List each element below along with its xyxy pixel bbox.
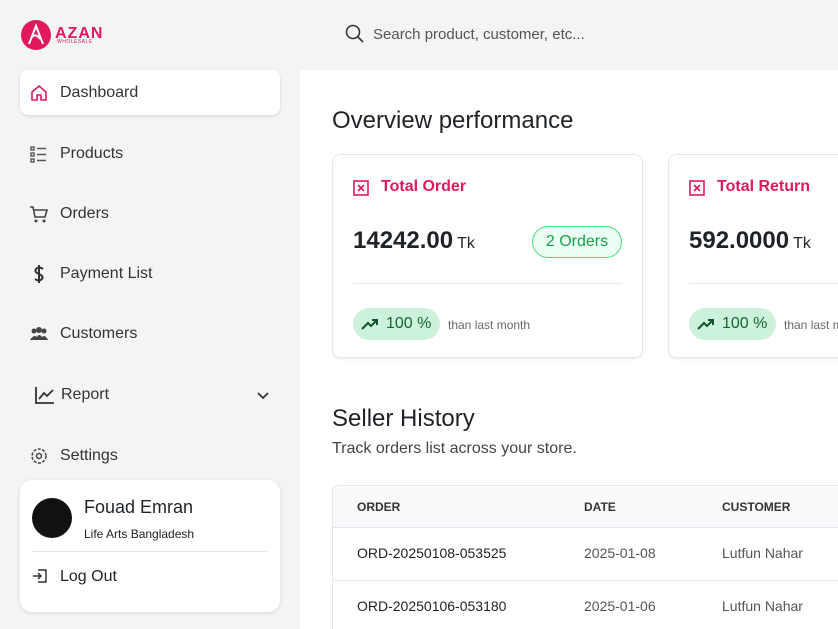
column-header: ORDER	[357, 500, 401, 514]
logo-name: AZAN	[55, 25, 104, 42]
trend-icon	[361, 319, 378, 330]
nav-label: Dashboard	[60, 83, 139, 101]
card-icon	[689, 180, 705, 201]
nav-item[interactable]: Customers	[20, 311, 280, 356]
nav-item[interactable]: Settings	[20, 433, 280, 478]
nav-item[interactable]: Orders	[20, 191, 280, 236]
search-icon	[345, 24, 364, 43]
change-note: than last month	[784, 318, 838, 332]
change-value: 100 %	[386, 315, 432, 332]
column-header: DATE	[584, 500, 616, 514]
divider	[689, 283, 838, 284]
change-value: 100 %	[722, 315, 768, 332]
icon	[31, 84, 47, 101]
logout[interactable]: Log Out	[32, 566, 232, 588]
icon	[31, 447, 47, 464]
logo-icon	[21, 20, 51, 50]
icon	[30, 145, 46, 163]
icon	[689, 180, 705, 196]
nav-item[interactable]: Products	[20, 131, 280, 176]
divider	[32, 551, 268, 552]
nav-item[interactable]: Payment List	[20, 251, 280, 296]
table-cell: Lutfun Nahar	[722, 545, 803, 561]
amount-unit: Tk	[793, 235, 811, 252]
icon	[35, 386, 54, 404]
icon	[34, 264, 44, 283]
header: Search product, customer, etc...	[300, 0, 838, 70]
table: ORDER DATE CUSTOMER ORD-20250108-053525 2025…	[332, 485, 838, 629]
nav-label: Customers	[60, 324, 138, 342]
table-row[interactable]	[333, 528, 838, 581]
table-cell: 2025-01-08	[584, 545, 656, 561]
amount: 14242.00 Tk	[353, 227, 475, 255]
amount-value: 592.0000	[689, 227, 790, 254]
amount: 592.0000 Tk	[689, 227, 811, 255]
section-title: Seller History	[332, 405, 475, 432]
nav-label: Settings	[60, 446, 118, 464]
nav-label: Orders	[60, 204, 109, 222]
icon	[353, 180, 369, 196]
user-card: Fouad Emran Life Arts Bangladesh Log Out	[20, 480, 280, 612]
amount-unit: Tk	[457, 235, 475, 252]
stat-card: Total Order 14242.00 Tk 2 Orders 100 % than l…	[332, 154, 643, 358]
section-subtitle: Track orders list across your store.	[332, 440, 577, 457]
sidebar: AZAN WHOLESALE Dashboard Products Orders…	[0, 0, 300, 629]
icon	[30, 205, 49, 222]
section-title: Overview performance	[332, 107, 574, 134]
nav-item[interactable]: Report	[20, 372, 280, 417]
card-title: Total Order	[381, 178, 467, 195]
divider	[353, 283, 622, 284]
change-pill: 100 %	[353, 308, 440, 340]
logo-tagline: WHOLESALE	[57, 39, 93, 45]
nav-label: Report	[61, 385, 110, 403]
table-cell: 2025-01-06	[584, 598, 656, 614]
avatar	[32, 498, 72, 538]
table-header	[333, 486, 838, 528]
card-icon	[353, 180, 369, 201]
user-company: Life Arts Bangladesh	[84, 527, 195, 541]
trend-icon	[697, 319, 714, 330]
card-title: Total Return	[717, 178, 811, 195]
table-cell: Lutfun Nahar	[722, 598, 803, 614]
nav-label: Payment List	[60, 264, 153, 282]
amount-value: 14242.00	[353, 227, 454, 254]
search-input[interactable]: Search product, customer, etc...	[373, 26, 585, 43]
table-cell: ORD-20250108-053525	[357, 545, 507, 561]
table-cell: ORD-20250106-053180	[357, 598, 507, 614]
nav-item[interactable]: Dashboard	[20, 70, 280, 115]
user-name: Fouad Emran	[84, 497, 194, 517]
change-pill: 100 %	[689, 308, 776, 340]
icon	[33, 569, 47, 583]
column-header: CUSTOMER	[722, 500, 791, 514]
nav-label: Products	[60, 144, 124, 162]
badge: 2 Orders	[532, 226, 622, 258]
logout-label: Log Out	[60, 568, 117, 585]
icon	[30, 326, 48, 340]
chevron	[257, 391, 269, 399]
change-note: than last month	[448, 318, 531, 332]
